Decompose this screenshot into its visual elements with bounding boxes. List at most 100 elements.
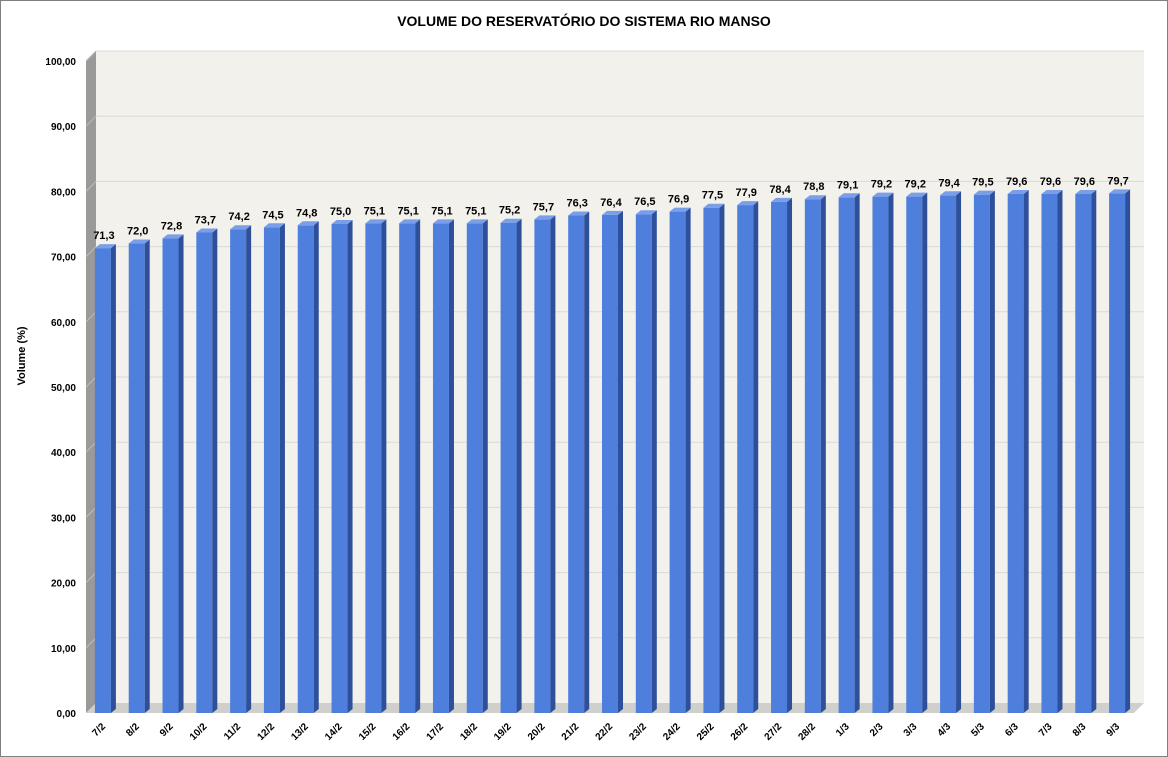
bar-side [787, 197, 793, 713]
data-label: 76,4 [600, 197, 622, 209]
bar-top [669, 207, 691, 212]
bar-front [872, 196, 889, 714]
bar-top [804, 195, 826, 200]
bar-top [331, 220, 353, 224]
bar-side [989, 190, 995, 713]
gridline-side [85, 441, 97, 453]
gridline-side [85, 115, 97, 127]
bar-front [771, 201, 788, 713]
bar-front [230, 229, 247, 713]
bar-top [872, 192, 894, 197]
bar-side [651, 210, 657, 713]
x-tick-label: 7/2 [90, 721, 108, 739]
data-label: 73,7 [195, 214, 216, 226]
bar-top [399, 219, 421, 224]
x-tick-label: 11/2 [222, 721, 243, 742]
gridline-side [85, 637, 97, 649]
bar-side [448, 219, 454, 713]
x-tick-label: 23/2 [627, 721, 649, 743]
bar-side [550, 215, 556, 713]
y-tick-label: 40,00 [51, 448, 76, 459]
bar-front [906, 196, 923, 714]
bar-top [196, 228, 218, 233]
bar-top [297, 221, 319, 226]
bar-top [1041, 190, 1063, 195]
x-tick-label: 8/3 [1071, 721, 1089, 739]
x-tick-label: 18/2 [458, 721, 480, 743]
gridline-side [85, 246, 97, 257]
data-label: 75,2 [499, 205, 520, 217]
bar-front [196, 232, 213, 713]
data-label: 78,8 [803, 181, 824, 193]
bar-top [162, 234, 184, 239]
bar-top [737, 201, 759, 206]
bar-side [313, 221, 319, 713]
chart-title: VOLUME DO RESERVATÓRIO DO SISTEMA RIO MA… [397, 12, 771, 29]
bar-front [399, 223, 416, 713]
data-label: 79,4 [938, 177, 960, 189]
bar-front [669, 211, 686, 713]
bar-side [922, 192, 928, 714]
bar-top [906, 192, 928, 197]
bar-side [956, 191, 962, 713]
data-label: 79,1 [837, 179, 858, 191]
data-label: 72,8 [161, 220, 182, 232]
y-tick-label: 30,00 [51, 513, 76, 524]
data-label: 74,8 [296, 207, 317, 219]
x-tick-label: 26/2 [729, 721, 751, 743]
x-tick-label: 8/2 [124, 721, 142, 739]
bar-side [246, 225, 252, 713]
x-tick-label: 5/3 [969, 721, 987, 739]
bar-top [365, 219, 387, 224]
gridline-side [85, 50, 97, 62]
bar-side [347, 220, 353, 713]
bar-front [1041, 194, 1058, 713]
bar-front [466, 223, 483, 713]
data-label: 72,0 [127, 226, 148, 238]
bar-side [753, 201, 759, 714]
data-label: 79,2 [871, 179, 892, 191]
bar-side [584, 211, 590, 714]
x-tick-label: 20/2 [526, 721, 548, 743]
bar-top [1007, 190, 1029, 195]
bar-front [804, 199, 821, 713]
bar-side [279, 223, 285, 713]
y-tick-label: 60,00 [51, 318, 76, 329]
data-label: 74,2 [228, 211, 249, 223]
bar-top [568, 211, 590, 216]
bar-side [415, 219, 421, 713]
x-tick-label: 21/2 [560, 721, 582, 743]
data-label: 77,9 [736, 187, 757, 199]
x-tick-label: 6/3 [1003, 721, 1021, 739]
data-label: 79,6 [1006, 176, 1027, 188]
bar-side [1023, 190, 1029, 713]
bar-front [838, 197, 855, 713]
bar-front [940, 195, 957, 713]
bar-side [110, 244, 116, 713]
x-tick-label: 12/2 [256, 721, 278, 743]
bar-side [516, 218, 522, 714]
bar-top [94, 244, 116, 249]
data-label: 76,9 [668, 194, 689, 206]
gridline-side [85, 507, 97, 518]
data-label: 76,5 [634, 196, 655, 208]
data-label: 71,3 [93, 230, 114, 242]
data-label: 75,0 [330, 206, 351, 218]
bar-front [534, 219, 551, 713]
bar-side [381, 219, 387, 713]
x-tick-label: 16/2 [391, 721, 413, 743]
bar-top [432, 219, 454, 224]
data-label: 79,6 [1074, 176, 1095, 188]
x-tick-label: 9/3 [1105, 721, 1123, 739]
x-tick-label: 13/2 [289, 721, 311, 743]
data-label: 76,3 [566, 198, 587, 210]
x-tick-label: 14/2 [323, 721, 345, 743]
bar-side [144, 239, 150, 713]
bar-side [1091, 190, 1097, 713]
x-tick-label: 3/3 [902, 721, 920, 739]
data-label: 75,1 [397, 205, 418, 217]
bar-front [1075, 194, 1092, 713]
y-tick-label: 100,00 [45, 57, 76, 68]
data-label: 77,5 [702, 190, 723, 202]
